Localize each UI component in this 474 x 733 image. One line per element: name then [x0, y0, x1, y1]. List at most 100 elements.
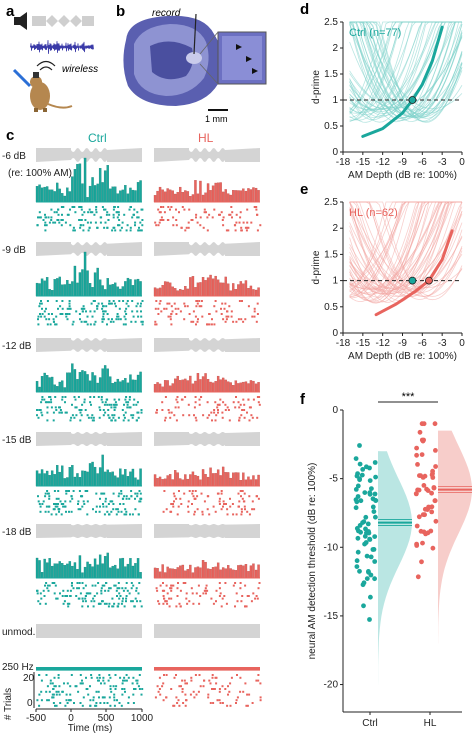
raster-dot [221, 597, 224, 600]
raster-dot [187, 500, 190, 503]
psth-bar [199, 567, 202, 579]
raster-dot [95, 704, 98, 707]
raster-dot [183, 318, 186, 321]
raster-dot [40, 315, 43, 318]
raster-dot [94, 320, 97, 323]
psth-bar [45, 470, 49, 487]
data-point [372, 460, 378, 465]
raster-dot [114, 419, 117, 422]
raster-dot [61, 313, 64, 315]
raster-dot [79, 411, 82, 414]
raster-dot [124, 323, 127, 326]
raster-dot [80, 409, 83, 411]
psth-bar [93, 185, 97, 203]
raster-dot [237, 401, 240, 404]
raster-dot [122, 414, 125, 417]
psth-bar [234, 570, 238, 579]
data-point [414, 452, 419, 458]
raster-dot [38, 305, 41, 308]
x-tick-label: -15 [356, 157, 371, 168]
raster-dot [205, 211, 207, 214]
raster-dot [82, 500, 85, 503]
raster-dot [136, 682, 139, 685]
neuron-curve [349, 201, 462, 294]
raster-dot [111, 597, 114, 600]
psth-bar [227, 565, 230, 579]
raster-dot [229, 213, 232, 216]
psth-bar [66, 563, 69, 579]
raster-dot [213, 409, 216, 411]
raster-dot [137, 416, 140, 419]
psth-bar [196, 193, 200, 203]
raster-dot [233, 224, 236, 227]
raster-dot [230, 315, 233, 318]
psth-bar [91, 566, 94, 579]
x-axis-label: AM Depth (dB re: 100%) [348, 351, 457, 362]
raster-dot [141, 208, 144, 211]
psth-bar [211, 473, 215, 487]
x-tick-label: -18 [336, 338, 351, 349]
time-axis-ticks: -500 0 500 1000 [26, 709, 154, 724]
raster-dot [99, 702, 102, 704]
raster-dot [255, 320, 258, 323]
raster-dot [82, 600, 85, 603]
psth-bar [139, 371, 142, 393]
data-point [416, 487, 422, 493]
raster-dot [41, 398, 44, 401]
raster-dot [80, 320, 83, 323]
raster-dot [73, 416, 76, 419]
raster-dot [67, 699, 70, 702]
data-point [364, 553, 370, 559]
raster-dot [210, 597, 213, 600]
psth-bar [71, 465, 74, 487]
raster-dot [140, 229, 143, 232]
raster-dot [134, 508, 137, 511]
raster-dot [89, 401, 92, 404]
raster-dot [161, 219, 163, 221]
raster-dot [95, 492, 98, 495]
raster-dot [232, 401, 235, 404]
raster-dot [230, 676, 233, 679]
raster-dot [237, 492, 240, 495]
psth-bar [83, 371, 87, 393]
raster-dot [200, 300, 203, 302]
raster-dot [98, 674, 101, 676]
raster-dot [185, 226, 188, 229]
x-tick-label: Ctrl [362, 718, 378, 729]
psth-bar [81, 470, 84, 487]
raster-dot [46, 490, 49, 492]
raster-dot [78, 587, 80, 590]
psth-bar [35, 282, 39, 297]
raster-dot [180, 503, 183, 505]
raster-dot [37, 315, 40, 318]
raster-dot [214, 510, 217, 513]
raster-dot [117, 318, 120, 321]
raster-dot [120, 602, 123, 605]
raster-dot [191, 592, 194, 595]
raster-dot [240, 226, 243, 229]
raster-dot [259, 682, 262, 685]
trials-axis-label: # Trials [3, 688, 14, 720]
psth-bar [56, 278, 59, 297]
raster-dot [81, 310, 84, 313]
raster-dot [253, 315, 256, 318]
psth-bar [254, 383, 258, 393]
chart-e: 00.511.522.5-18 -15 -12 -9 -6 -3 0AM Depth (dB… [311, 197, 465, 362]
raster-dot [108, 403, 111, 406]
raster-dot [219, 592, 222, 595]
psth-bar [163, 380, 167, 393]
raster-dot [242, 221, 245, 224]
raster-dot [120, 492, 123, 495]
raster-dot [122, 323, 125, 326]
raster-dot [89, 310, 92, 313]
raster-dot [39, 313, 41, 315]
raster-dot [207, 696, 210, 699]
psth-bar [81, 370, 84, 393]
raster-dot [255, 208, 258, 211]
raster-dot [193, 696, 196, 699]
psth-bar [156, 478, 159, 487]
raster-dot [69, 307, 72, 310]
raster-dot [114, 584, 117, 587]
psth-bar [209, 274, 212, 297]
x-axis-label: AM Depth (dB re: 100%) [348, 170, 457, 181]
